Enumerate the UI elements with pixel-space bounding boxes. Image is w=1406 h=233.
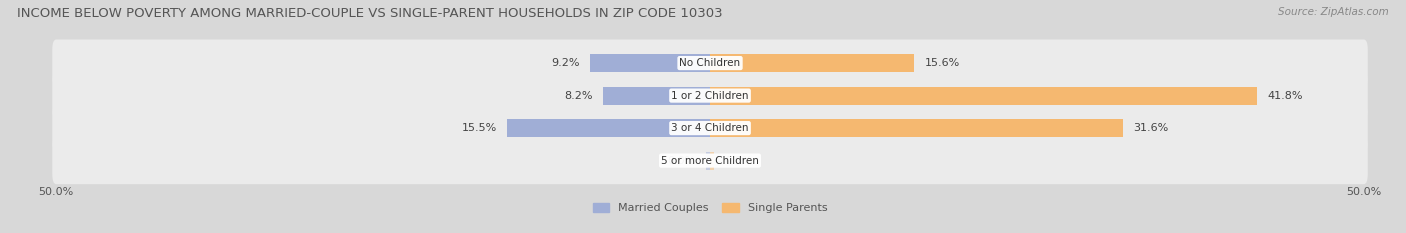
Bar (710, 87, 1257, 105)
Bar (589, 54, 710, 72)
Bar (710, 119, 1123, 137)
FancyBboxPatch shape (52, 40, 1368, 87)
FancyBboxPatch shape (52, 137, 1368, 184)
Text: 8.2%: 8.2% (564, 91, 592, 101)
Text: 31.6%: 31.6% (1133, 123, 1168, 133)
Text: 5 or more Children: 5 or more Children (661, 156, 759, 166)
Text: No Children: No Children (679, 58, 741, 68)
FancyBboxPatch shape (52, 72, 1368, 119)
Text: Source: ZipAtlas.com: Source: ZipAtlas.com (1278, 7, 1389, 17)
Bar (710, 152, 714, 170)
Bar (706, 152, 710, 170)
Text: 0.0%: 0.0% (724, 156, 752, 166)
Text: 3 or 4 Children: 3 or 4 Children (671, 123, 749, 133)
Legend: Married Couples, Single Parents: Married Couples, Single Parents (591, 200, 830, 215)
Bar (603, 87, 710, 105)
Text: INCOME BELOW POVERTY AMONG MARRIED-COUPLE VS SINGLE-PARENT HOUSEHOLDS IN ZIP COD: INCOME BELOW POVERTY AMONG MARRIED-COUPL… (17, 7, 723, 20)
Text: 0.0%: 0.0% (668, 156, 696, 166)
Text: 41.8%: 41.8% (1267, 91, 1302, 101)
Text: 15.6%: 15.6% (925, 58, 960, 68)
Bar (508, 119, 710, 137)
Text: 1 or 2 Children: 1 or 2 Children (671, 91, 749, 101)
Text: 9.2%: 9.2% (551, 58, 579, 68)
Bar (710, 54, 914, 72)
FancyBboxPatch shape (52, 105, 1368, 152)
Text: 15.5%: 15.5% (461, 123, 496, 133)
